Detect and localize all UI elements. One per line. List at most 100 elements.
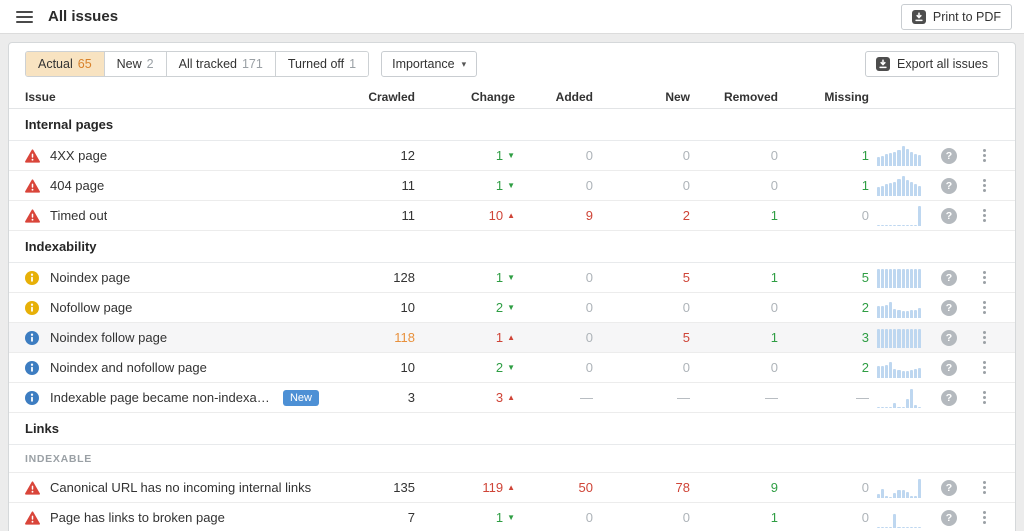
spark-bar	[913, 495, 917, 498]
spark-bar	[913, 153, 917, 166]
column-header-issue[interactable]: Issue	[25, 89, 56, 104]
missing-value: 0	[861, 510, 869, 525]
spark-bar	[905, 148, 909, 166]
spark-bar	[913, 368, 917, 378]
spark-bar	[877, 156, 881, 166]
spark-bar	[901, 526, 905, 528]
issue-row[interactable]: 4XX page 12 1 ▼ 0 0 0 1?	[9, 141, 1015, 171]
issue-label: Page has links to broken page	[50, 510, 225, 525]
kebab-menu-icon[interactable]	[980, 478, 989, 497]
issue-row[interactable]: Timed out 11 10 ▲ 9 2 1 0?	[9, 201, 1015, 231]
kebab-menu-icon[interactable]	[980, 388, 989, 407]
issue-row[interactable]: Indexable page became non-indexable New 3 3…	[9, 383, 1015, 413]
new-badge: New	[282, 389, 319, 406]
tab-new[interactable]: New 2	[104, 52, 167, 76]
issue-label: 404 page	[50, 178, 105, 193]
change-up-icon: ▲	[507, 482, 515, 492]
kebab-menu-icon[interactable]	[980, 268, 989, 287]
tab-turned-off[interactable]: Turned off 1	[275, 52, 369, 76]
issue-row[interactable]: Noindex follow page 118 1 ▲ 0 5 1 3?	[9, 323, 1015, 353]
spark-bar	[897, 526, 901, 528]
issue-row[interactable]: Page has links to broken page 7 1 ▼ 0 0 1 0?	[9, 503, 1015, 531]
change-cell: 2 ▼	[415, 360, 515, 375]
help-icon[interactable]: ?	[941, 207, 957, 224]
error-icon	[25, 208, 40, 223]
topbar: All issues Print to PDF	[0, 0, 1024, 34]
importance-dropdown[interactable]: Importance ▾	[381, 51, 478, 77]
issue-cell: 4XX page	[25, 148, 325, 163]
spark-bar	[905, 328, 909, 348]
export-pdf-icon	[911, 9, 926, 24]
spark-bar	[885, 224, 889, 226]
column-header-missing[interactable]: Missing	[824, 89, 869, 104]
added-value: 9	[585, 208, 593, 223]
spark-bar	[881, 488, 885, 498]
help-cell: ?	[929, 207, 969, 224]
spark-bar	[885, 153, 889, 166]
tab-label: All tracked	[178, 57, 237, 71]
trend-sparkline	[877, 508, 922, 528]
issue-label: Noindex follow page	[50, 330, 168, 345]
missing-value: 0	[861, 208, 869, 223]
spark-bar	[913, 328, 917, 348]
hamburger-menu-icon[interactable]	[16, 10, 33, 23]
kebab-menu-icon[interactable]	[980, 328, 989, 347]
tab-all-tracked[interactable]: All tracked 171	[166, 52, 276, 76]
issue-row[interactable]: 404 page 11 1 ▼ 0 0 0 1?	[9, 171, 1015, 201]
issue-row[interactable]: Noindex page 128 1 ▼ 0 5 1 5?	[9, 263, 1015, 293]
notice-icon	[25, 360, 40, 375]
kebab-menu-icon[interactable]	[980, 358, 989, 377]
new-value: 0	[682, 300, 690, 315]
column-header-crawled[interactable]: Crawled	[368, 89, 415, 104]
issue-row[interactable]: Nofollow page 10 2 ▼ 0 0 0 2?	[9, 293, 1015, 323]
spark-bar	[881, 328, 885, 348]
spark-bar	[905, 310, 909, 318]
help-cell: ?	[929, 299, 969, 316]
tab-count: 1	[349, 57, 357, 71]
help-icon[interactable]: ?	[941, 509, 957, 526]
help-icon[interactable]: ?	[941, 329, 957, 346]
issue-label: Noindex page	[50, 270, 131, 285]
help-icon[interactable]: ?	[941, 359, 957, 376]
issue-cell: Noindex follow page	[25, 330, 325, 345]
column-header-new[interactable]: New	[665, 89, 690, 104]
help-icon[interactable]: ?	[941, 299, 957, 316]
kebab-menu-icon[interactable]	[980, 146, 989, 165]
removed-value: 1	[770, 270, 778, 285]
spark-bar	[881, 365, 885, 378]
print-to-pdf-button[interactable]: Print to PDF	[900, 3, 1012, 30]
trend-sparkline	[877, 478, 922, 498]
spark-bar	[881, 224, 885, 226]
export-all-issues-button[interactable]: Export all issues	[864, 51, 999, 77]
trend-sparkline	[877, 358, 922, 378]
spark-bar	[893, 328, 897, 348]
trend-sparkline	[877, 388, 922, 408]
spark-bar	[877, 186, 881, 196]
change-value: 2	[495, 300, 504, 315]
help-cell: ?	[929, 329, 969, 346]
notice-icon	[25, 390, 40, 405]
column-header-change[interactable]: Change	[470, 89, 515, 104]
help-icon[interactable]: ?	[941, 269, 957, 286]
removed-value: 1	[770, 510, 778, 525]
issue-cell: Canonical URL has no incoming internal l…	[25, 480, 325, 495]
spark-bar	[901, 224, 905, 226]
issue-row[interactable]: Canonical URL has no incoming internal l…	[9, 473, 1015, 503]
column-header-added[interactable]: Added	[555, 89, 593, 104]
kebab-menu-icon[interactable]	[980, 206, 989, 225]
tab-actual[interactable]: Actual 65	[26, 52, 105, 76]
help-icon[interactable]: ?	[941, 177, 957, 194]
help-icon[interactable]: ?	[941, 147, 957, 164]
help-icon[interactable]: ?	[941, 479, 957, 496]
spark-cell	[869, 298, 929, 318]
help-icon[interactable]: ?	[941, 389, 957, 406]
kebab-menu-icon[interactable]	[980, 176, 989, 195]
issue-row[interactable]: Noindex and nofollow page 10 2 ▼ 0 0 0 2?	[9, 353, 1015, 383]
column-header-removed[interactable]: Removed	[723, 89, 778, 104]
menu-cell	[969, 298, 999, 317]
spark-cell	[869, 205, 929, 226]
kebab-menu-icon[interactable]	[980, 298, 989, 317]
change-down-icon: ▼	[507, 512, 515, 522]
kebab-menu-icon[interactable]	[980, 508, 989, 527]
crawled-value: 128	[393, 270, 415, 285]
